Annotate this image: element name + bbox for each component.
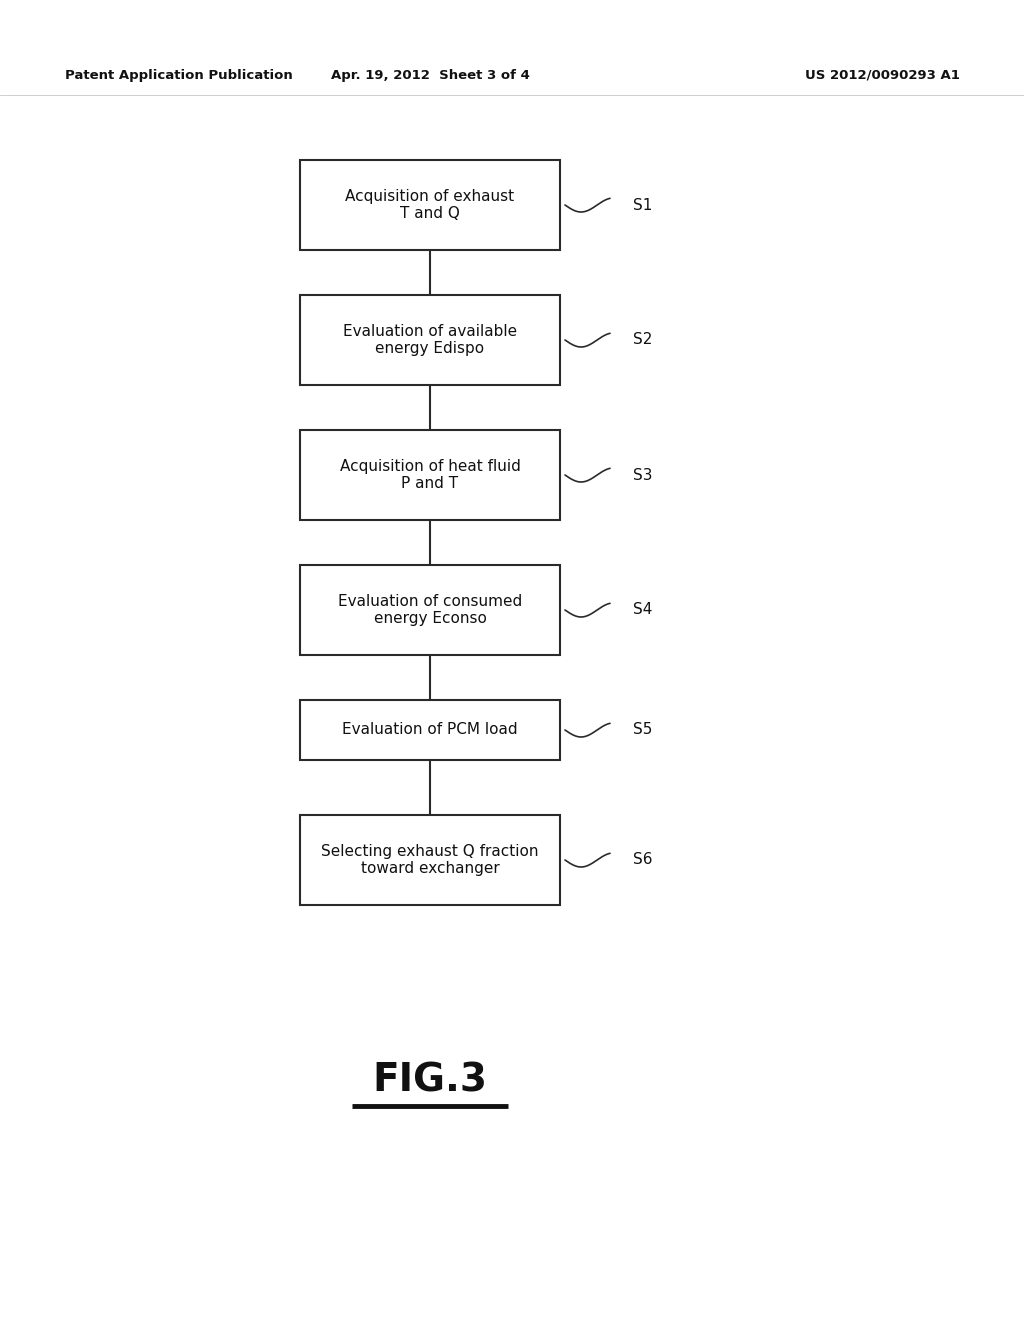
Text: US 2012/0090293 A1: US 2012/0090293 A1 [805, 69, 961, 82]
Bar [300, 160, 560, 249]
Text: S3: S3 [633, 467, 652, 483]
Text: S5: S5 [633, 722, 652, 738]
Text: Apr. 19, 2012  Sheet 3 of 4: Apr. 19, 2012 Sheet 3 of 4 [331, 69, 529, 82]
Text: S2: S2 [633, 333, 652, 347]
Text: S4: S4 [633, 602, 652, 618]
Text: FIG.3: FIG.3 [373, 1061, 487, 1100]
Bar [300, 814, 560, 906]
Bar [300, 430, 560, 520]
Text: S6: S6 [633, 853, 652, 867]
Text: Acquisition of heat fluid
P and T: Acquisition of heat fluid P and T [340, 459, 520, 491]
Bar [300, 565, 560, 655]
Text: Evaluation of PCM load: Evaluation of PCM load [342, 722, 518, 738]
Text: Evaluation of available
energy Edispo: Evaluation of available energy Edispo [343, 323, 517, 356]
Text: Selecting exhaust Q fraction
toward exchanger: Selecting exhaust Q fraction toward exch… [322, 843, 539, 876]
Text: Evaluation of consumed
energy Econso: Evaluation of consumed energy Econso [338, 594, 522, 626]
Text: Patent Application Publication: Patent Application Publication [65, 69, 293, 82]
Bar [300, 700, 560, 760]
Text: S1: S1 [633, 198, 652, 213]
Text: Acquisition of exhaust
T and Q: Acquisition of exhaust T and Q [345, 189, 515, 222]
Bar [300, 294, 560, 385]
